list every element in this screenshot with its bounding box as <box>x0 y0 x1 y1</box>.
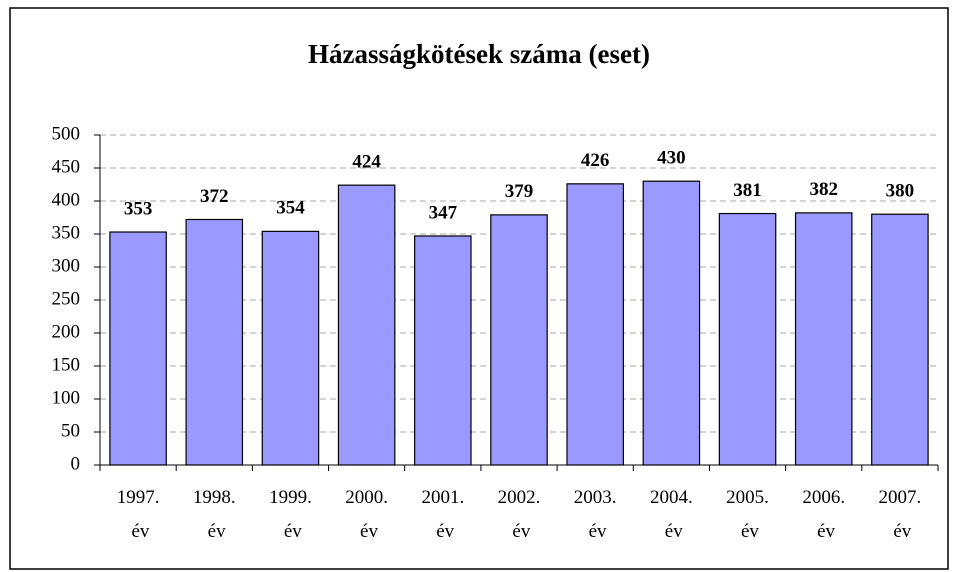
data-label: 380 <box>886 181 915 202</box>
data-label: 426 <box>581 150 610 171</box>
x-tick-label: 2006. év <box>802 487 845 542</box>
data-label: 382 <box>809 179 838 200</box>
y-tick-label: 500 <box>52 123 81 144</box>
bar <box>794 212 853 466</box>
data-label: 353 <box>124 198 153 219</box>
y-tick-label: 150 <box>52 354 81 375</box>
y-tick-label: 50 <box>61 420 80 441</box>
y-tick-label: 400 <box>52 189 81 210</box>
data-label: 354 <box>276 198 305 219</box>
bar <box>109 231 167 466</box>
x-tick-label: 2003. év <box>574 487 617 542</box>
y-tick-label: 350 <box>52 222 81 243</box>
y-tick-label: 450 <box>52 156 81 177</box>
bar <box>490 214 548 466</box>
x-tick-label: 1999. év <box>269 487 312 542</box>
data-label: 372 <box>200 186 229 207</box>
x-tick-label: 1997. év <box>117 487 160 542</box>
x-tick-label: 2000. év <box>345 487 388 542</box>
x-tick-label: 2005. év <box>726 487 769 542</box>
bar <box>337 184 396 466</box>
x-tick-label: 2004. év <box>650 487 693 542</box>
y-tick-label: 250 <box>52 288 81 309</box>
bar <box>414 235 472 466</box>
bar <box>871 213 929 466</box>
x-tick-label: 1998. év <box>193 487 236 542</box>
y-tick-label: 200 <box>52 321 81 342</box>
chart-title: Házasságkötések száma (eset) <box>308 39 650 69</box>
y-tick-label: 100 <box>52 387 81 408</box>
bar <box>185 218 244 466</box>
bar <box>566 183 624 466</box>
data-label: 347 <box>429 202 458 223</box>
y-tick-label: 0 <box>71 453 81 474</box>
x-tick-label: 2007. év <box>879 487 922 542</box>
bar <box>642 180 701 466</box>
data-label: 381 <box>733 180 762 201</box>
x-tick-label: 2002. év <box>498 487 541 542</box>
data-label: 430 <box>657 148 686 169</box>
bar <box>718 212 777 466</box>
bar <box>261 230 320 466</box>
x-tick-label: 2001. év <box>421 487 464 542</box>
y-tick-label: 300 <box>52 255 81 276</box>
data-label: 424 <box>352 152 381 173</box>
data-label: 379 <box>505 181 534 202</box>
